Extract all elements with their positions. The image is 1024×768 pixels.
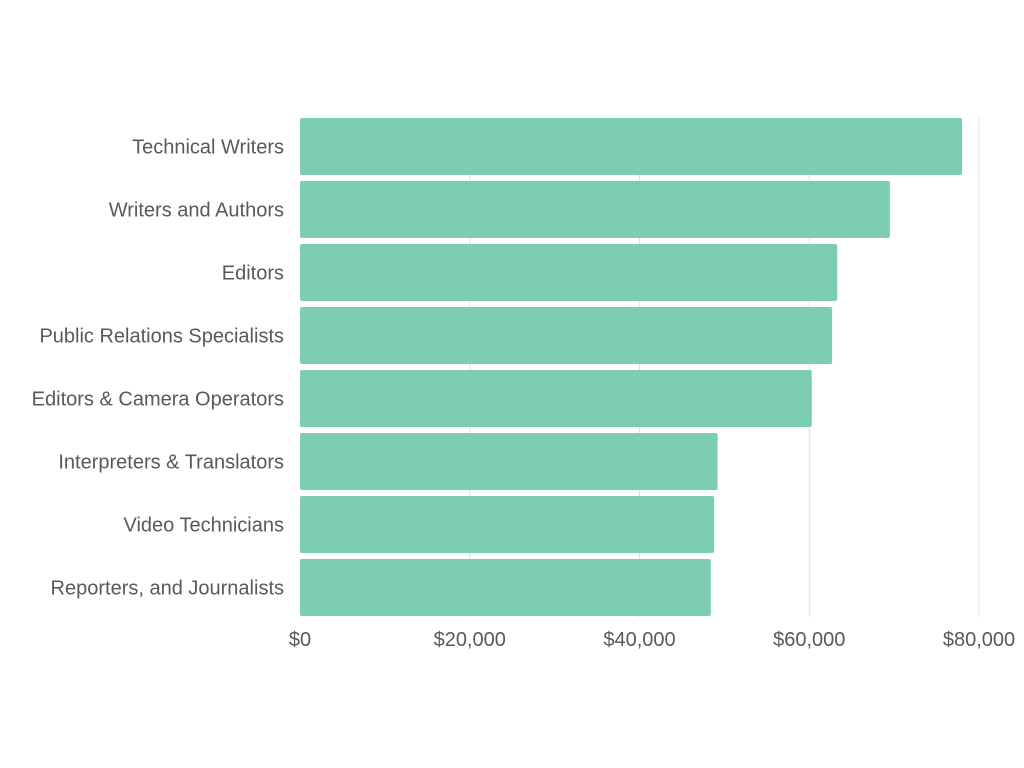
- x-tick-label: $80,000: [943, 629, 1015, 651]
- bar: [300, 433, 718, 490]
- category-label: Writers and Authors: [109, 200, 284, 222]
- bars: [300, 118, 963, 616]
- category-label: Public Relations Specialists: [39, 326, 284, 348]
- bar: [300, 496, 715, 553]
- bar: [300, 559, 711, 616]
- category-label: Editors & Camera Operators: [32, 389, 284, 411]
- bar: [300, 370, 812, 427]
- category-label: Technical Writers: [132, 137, 284, 159]
- x-tick-label: $60,000: [773, 629, 845, 651]
- x-tick-label: $0: [289, 629, 311, 651]
- x-tick-label: $40,000: [603, 629, 675, 651]
- category-label: Video Technicians: [124, 515, 285, 537]
- bar: [300, 118, 963, 175]
- category-label: Interpreters & Translators: [58, 452, 284, 474]
- bar: [300, 181, 890, 238]
- category-label: Editors: [222, 263, 284, 285]
- bar: [300, 244, 838, 301]
- category-labels: Technical Writers Writers and Authors Edit…: [32, 137, 284, 600]
- x-axis-tick-labels: $0 $20,000 $40,000 $60,000 $80,000: [289, 629, 1015, 651]
- bar: [300, 307, 833, 364]
- category-label: Reporters, and Journalists: [51, 578, 284, 600]
- x-tick-label: $20,000: [434, 629, 506, 651]
